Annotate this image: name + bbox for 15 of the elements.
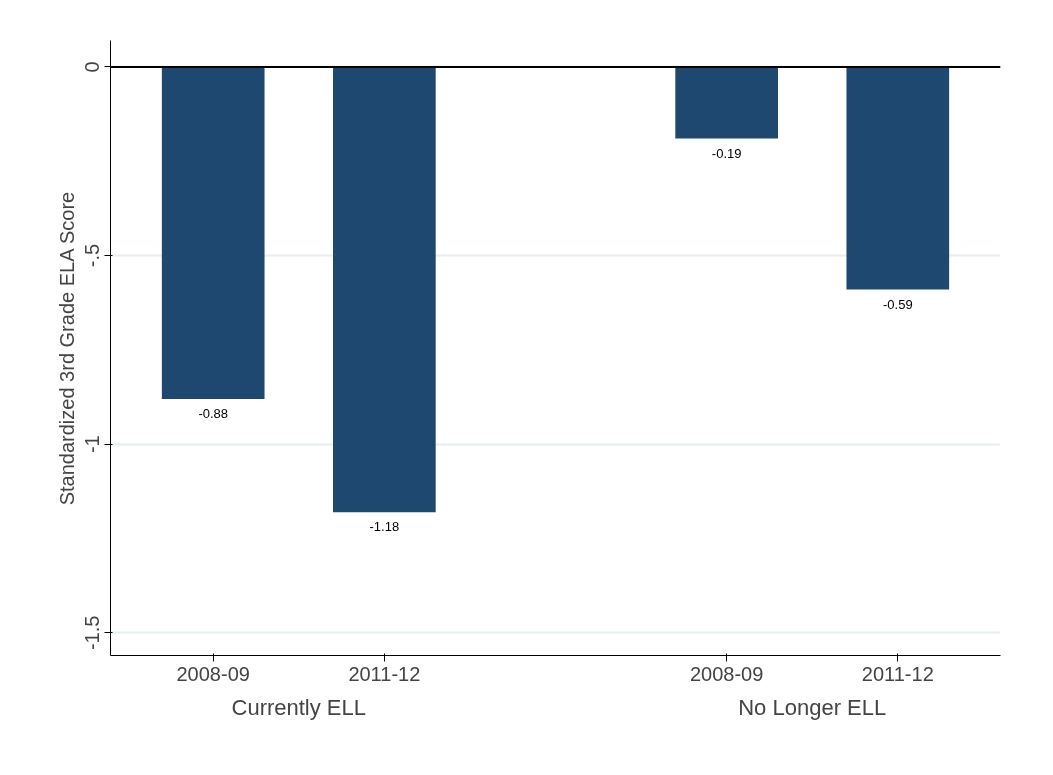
x-tick-label: 2008-09 xyxy=(689,662,764,685)
data-label: -1.18 xyxy=(369,519,400,535)
data-label: -0.59 xyxy=(882,296,913,312)
data-label: -0.19 xyxy=(711,145,742,161)
y-axis-title: Standardized 3rd Grade ELA Score xyxy=(55,191,78,506)
y-tick-label: -.5 xyxy=(81,243,104,268)
x-tick-label: 2011-12 xyxy=(348,662,421,685)
x-tick-label: 2011-12 xyxy=(861,662,934,685)
y-tick-label: 0 xyxy=(81,61,104,73)
data-label: -0.88 xyxy=(198,405,229,421)
y-tick-label: -1 xyxy=(81,435,104,454)
text: No Longer ELL xyxy=(738,694,887,720)
y-tick-label: -1.5 xyxy=(81,615,104,651)
text: Currently ELL xyxy=(231,694,367,720)
x-tick-label: 2008-09 xyxy=(176,662,250,685)
